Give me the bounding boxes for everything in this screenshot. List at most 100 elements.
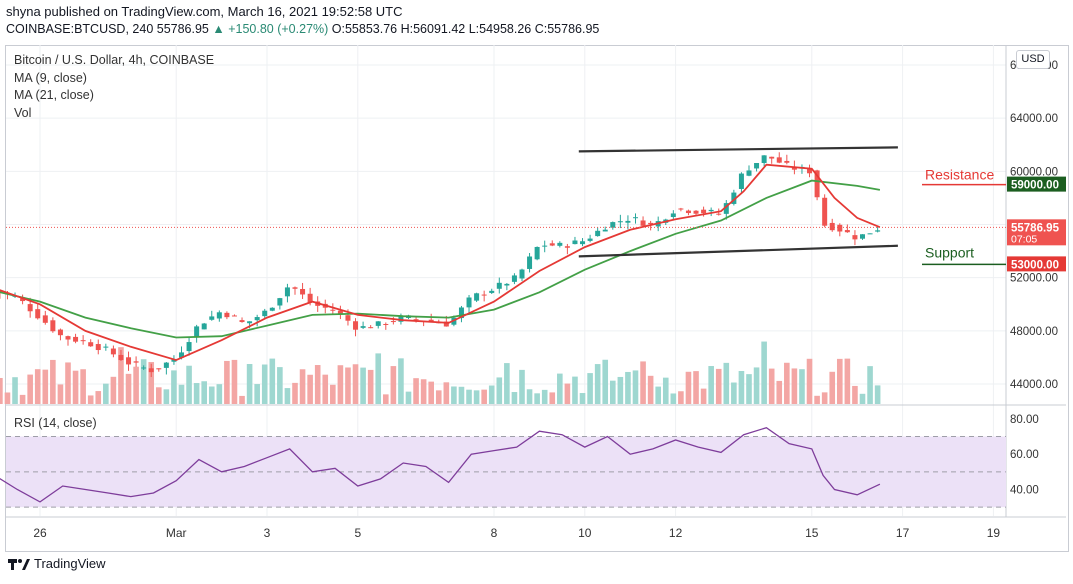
candle-body — [625, 220, 631, 223]
rsi-line — [0, 426, 881, 503]
volume-bar — [662, 377, 669, 404]
volume-bar — [193, 383, 200, 404]
volume-bar — [541, 389, 548, 404]
volume-bar — [261, 364, 268, 404]
legend-vol: Vol — [14, 105, 32, 120]
time-tick-label: Mar — [166, 526, 187, 540]
volume-bar — [693, 371, 699, 404]
rsi-tick-label: 40.00 — [1010, 485, 1039, 497]
candle-body — [640, 220, 646, 226]
candle-body — [784, 160, 790, 163]
symbol-line: COINBASE:BTCUSD, 240 55786.95 ▲ +150.80 … — [6, 22, 599, 36]
volume-bar — [458, 386, 465, 404]
candle-body — [65, 336, 71, 340]
candle-body — [852, 235, 858, 240]
volume-bar — [269, 358, 276, 404]
resistance-label: Resistance — [925, 167, 994, 183]
volume-bar — [337, 365, 344, 404]
volume-bar — [284, 388, 291, 404]
volume-bar — [133, 366, 139, 404]
candle-body — [617, 221, 623, 223]
volume-bar — [451, 386, 457, 404]
candle-body — [133, 361, 139, 363]
candle-body — [844, 230, 850, 233]
candle-body — [178, 352, 184, 358]
candle-body — [489, 290, 495, 293]
candle-body — [247, 321, 253, 324]
candle-body — [829, 222, 835, 231]
volume-bar — [534, 393, 540, 404]
candle-body — [496, 282, 502, 289]
ohlc-values: O:55853.76 H:56091.42 L:54958.26 C:55786… — [331, 22, 600, 36]
candle-body — [231, 315, 237, 317]
publisher-line: shyna published on TradingView.com, Marc… — [6, 4, 403, 19]
volume-bar — [768, 368, 775, 404]
candle-body — [746, 170, 752, 176]
time-tick-label: 3 — [264, 526, 271, 540]
resistance-price-badge-label: 59000.00 — [1011, 180, 1059, 192]
candle-body — [761, 155, 767, 163]
volume-bar — [564, 383, 571, 404]
volume-bar — [557, 373, 563, 404]
price-tick-label: 44000.00 — [1010, 379, 1058, 391]
volume-bar — [496, 377, 503, 404]
ma9-line — [0, 163, 881, 362]
volume-bar — [852, 385, 858, 404]
candle-body — [822, 197, 828, 226]
candle-body — [42, 315, 48, 323]
volume-bar — [579, 393, 586, 404]
candle-body — [50, 320, 56, 332]
volume-bar — [784, 362, 790, 404]
volume-bar — [239, 395, 245, 404]
volume-bar — [443, 382, 450, 404]
volume-bar — [65, 362, 71, 404]
volume-bar — [0, 377, 3, 404]
candle-body — [156, 368, 162, 370]
time-tick-label: 12 — [669, 526, 683, 540]
volume-bar — [753, 367, 760, 404]
candle-body — [224, 312, 230, 318]
candle-body — [186, 342, 192, 352]
volume-bar — [466, 389, 472, 404]
price-tick-label: 48000.00 — [1010, 326, 1058, 338]
volume-bar — [345, 367, 351, 404]
candle-body — [239, 320, 245, 323]
rsi-tick-label: 80.00 — [1010, 414, 1039, 426]
candle-body — [345, 315, 351, 321]
volume-bar — [821, 392, 828, 404]
candle-body — [126, 357, 132, 365]
volume-bar — [352, 364, 359, 404]
time-tick-label: 10 — [578, 526, 592, 540]
volume-bar — [246, 364, 253, 404]
candle-body — [708, 209, 714, 212]
volume-bar — [95, 391, 102, 404]
candle-body — [118, 354, 124, 361]
volume-bar — [708, 366, 714, 404]
volume-bar — [57, 384, 64, 404]
chart-frame[interactable] — [5, 45, 1069, 552]
support-price-badge-bg — [1007, 256, 1066, 272]
candle-body — [163, 362, 169, 368]
candle-body — [648, 222, 654, 225]
volume-bar — [208, 386, 215, 404]
candle-body — [474, 293, 480, 301]
volume-bar — [473, 390, 480, 404]
candle-body — [337, 310, 343, 314]
volume-bar — [27, 374, 33, 404]
currency-badge[interactable]: USD — [1016, 50, 1050, 69]
volume-bar — [360, 367, 366, 404]
candle-body — [572, 240, 578, 245]
volume-bar — [19, 394, 26, 404]
volume-bar — [216, 384, 223, 404]
legend-title: Bitcoin / U.S. Dollar, 4h, COINBASE — [14, 53, 215, 67]
volume-bar — [670, 393, 677, 404]
volume-bar — [390, 366, 397, 404]
volume-bar — [231, 359, 238, 404]
resistance-price-badge-bg — [1007, 176, 1066, 192]
volume-bar — [171, 370, 177, 404]
volume-bar — [806, 358, 813, 404]
volume-bar — [34, 369, 41, 404]
footer-brand: TradingView — [34, 556, 106, 571]
candle-body — [57, 329, 63, 336]
